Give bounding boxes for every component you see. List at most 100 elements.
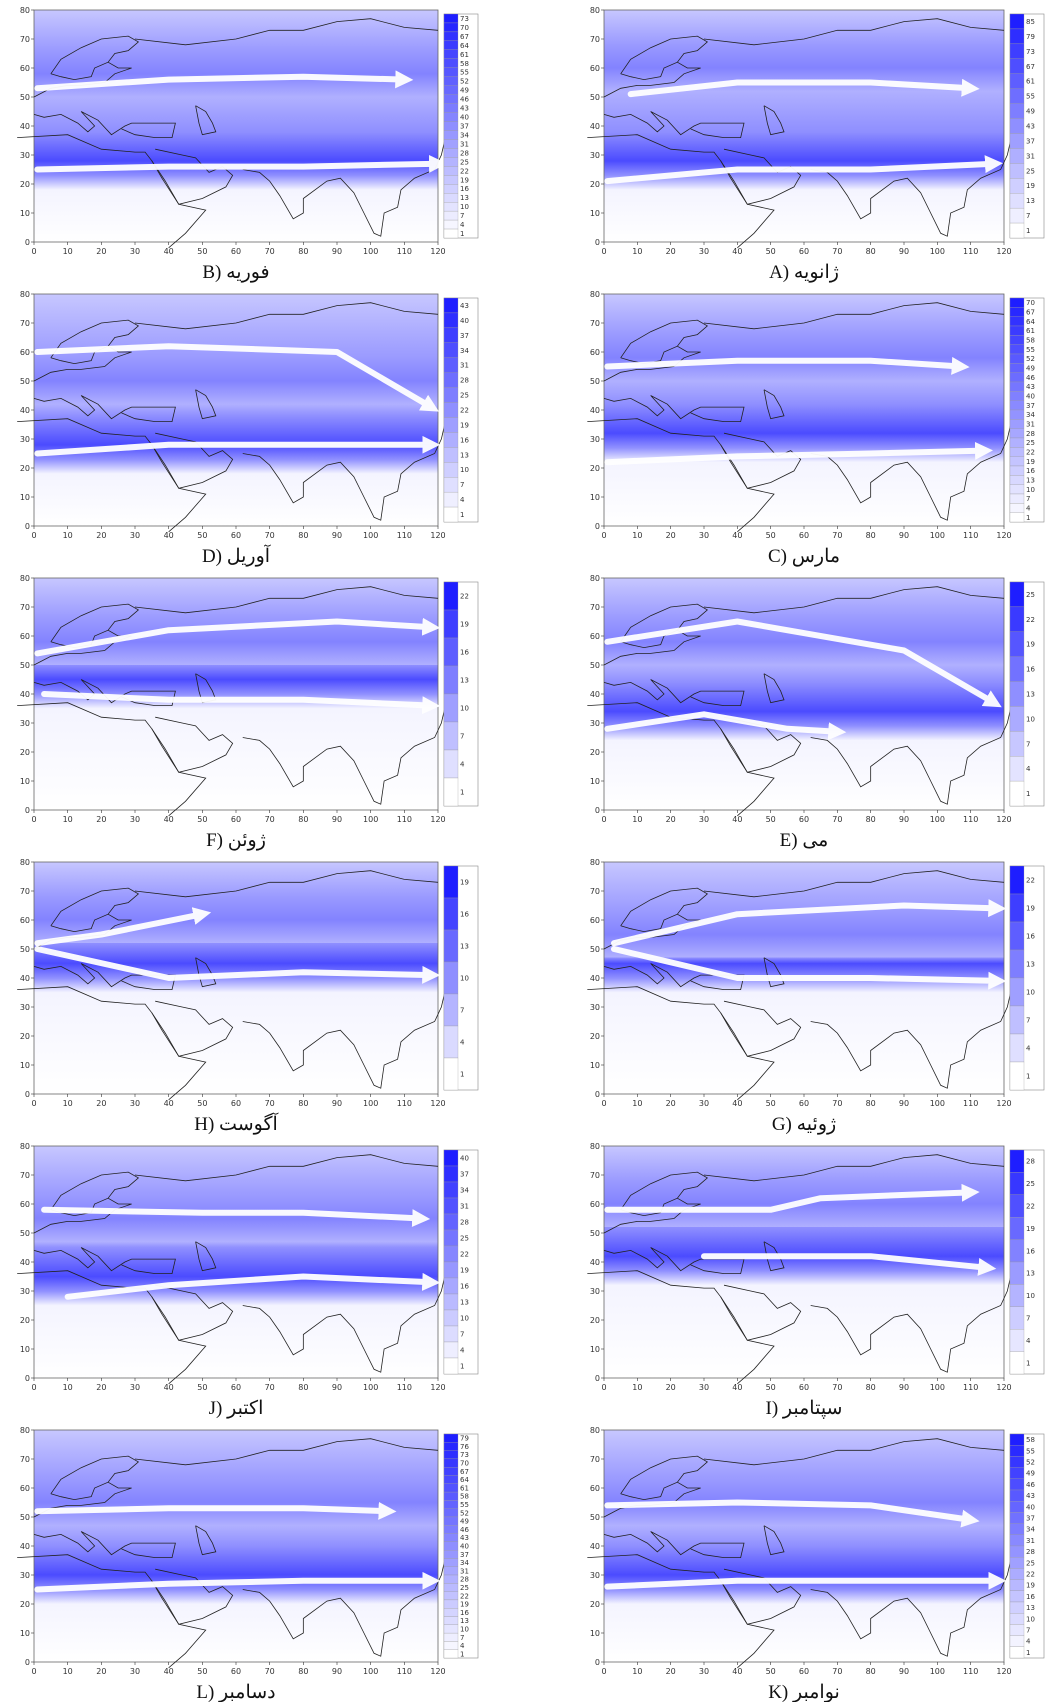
x-tick-label: 40 [164, 247, 174, 256]
y-tick-label: 30 [590, 719, 600, 728]
coastline [33, 679, 176, 706]
colorbar-label: 22 [460, 1251, 469, 1259]
coastline [603, 963, 745, 990]
colorbar-label: 37 [460, 123, 469, 131]
colorbar-label: 10 [460, 1625, 469, 1633]
colorbar-swatch [1009, 1005, 1025, 1035]
colorbar-label: 37 [460, 1551, 469, 1559]
colorbar-swatch [1009, 1635, 1025, 1647]
x-tick-label: 70 [832, 247, 842, 256]
colorbar-label: 13 [460, 451, 469, 459]
y-tick-label: 0 [25, 238, 30, 247]
x-tick-label: 70 [265, 815, 275, 824]
x-tick-label: 10 [632, 247, 642, 256]
y-tick-label: 50 [590, 945, 600, 954]
x-tick-label: 80 [866, 531, 876, 540]
colorbar-swatch [443, 1608, 459, 1617]
y-tick-label: 80 [590, 1142, 600, 1151]
x-tick-label: 10 [632, 1383, 642, 1392]
x-tick-label: 110 [397, 815, 412, 824]
colorbar-label: 37 [1026, 137, 1035, 145]
colorbar-swatch [443, 1475, 459, 1484]
colorbar-swatch [443, 1309, 459, 1327]
colorbar-label: 4 [460, 761, 465, 769]
x-tick-label: 30 [130, 1099, 140, 1108]
x-tick-label: 20 [666, 247, 676, 256]
y-tick-label: 10 [590, 209, 600, 218]
x-tick-label: 20 [666, 1099, 676, 1108]
colorbar-swatch [443, 1616, 459, 1625]
colorbar-swatch [443, 1025, 459, 1059]
y-tick-label: 30 [20, 719, 30, 728]
x-tick-label: 10 [63, 1383, 73, 1392]
y-tick-label: 40 [590, 974, 600, 983]
coastline [33, 1247, 176, 1274]
colorbar-label: 1 [460, 1650, 464, 1658]
colorbar-label: 73 [1026, 48, 1035, 56]
map-panel: 0 10 20 30 40 50 60 70 80 90 100 110 120010203040506… [587, 858, 1045, 1135]
colorbar-label: 37 [460, 332, 469, 340]
colorbar-swatch [443, 184, 459, 194]
colorbar-label: 43 [460, 105, 469, 113]
x-tick-label: 120 [430, 1099, 445, 1108]
map-panel: 0 10 20 30 40 50 60 70 80 90 100 110 120010203040506… [17, 858, 479, 1135]
panel-caption: E) می [780, 830, 829, 851]
coastline [720, 1568, 802, 1625]
y-tick-label: 40 [20, 974, 30, 983]
colorbar-label: 16 [460, 911, 469, 919]
flow-arrow [34, 435, 441, 457]
colorbar-label: 31 [460, 362, 469, 370]
colorbar-swatch [1009, 1501, 1025, 1513]
colorbar-swatch [1009, 512, 1025, 523]
x-tick-label: 50 [197, 247, 207, 256]
y-tick-label: 10 [590, 777, 600, 786]
coastline [603, 395, 745, 423]
colorbar-label: 7 [1026, 1315, 1030, 1323]
colorbar-label: 25 [460, 392, 469, 400]
y-tick-label: 60 [590, 1484, 600, 1493]
coastline [242, 1276, 446, 1373]
colorbar-label: 25 [1026, 1559, 1035, 1567]
x-tick-label: 60 [231, 247, 241, 256]
y-tick-label: 50 [20, 377, 30, 386]
colorbar-label: 7 [1026, 495, 1030, 503]
y-tick-label: 70 [590, 1455, 600, 1464]
colorbar-swatch [443, 112, 459, 122]
coastline [195, 1525, 217, 1556]
x-tick-label: 70 [265, 1383, 275, 1392]
y-tick-label: 20 [20, 748, 30, 757]
colorbar-swatch [443, 1632, 459, 1642]
y-tick-label: 80 [20, 1426, 30, 1435]
colorbar-swatch [443, 372, 459, 388]
y-tick-label: 50 [590, 1229, 600, 1238]
colorbar-label: 79 [1026, 33, 1035, 41]
x-tick-label: 10 [632, 815, 642, 824]
colorbar-swatch [443, 721, 459, 751]
x-tick-label: 90 [899, 1383, 909, 1392]
colorbar-swatch [443, 327, 459, 343]
x-tick-label: 20 [666, 815, 676, 824]
x-tick-label: 20 [96, 1099, 106, 1108]
colorbar-swatch [443, 166, 459, 176]
x-tick-label: 110 [963, 1383, 978, 1392]
colorbar-swatch [443, 130, 459, 140]
x-tick-label: 10 [63, 531, 73, 540]
y-tick-label: 20 [590, 464, 600, 473]
colorbar-swatch [443, 1229, 459, 1247]
x-tick-label: 120 [996, 1667, 1011, 1676]
colorbar-label: 40 [460, 317, 469, 325]
colorbar-swatch [443, 749, 459, 779]
x-tick-label: 70 [832, 1667, 842, 1676]
map-field [603, 9, 1005, 243]
colorbar-swatch [443, 1624, 459, 1634]
y-tick-label: 80 [590, 574, 600, 583]
colorbar-swatch [1009, 344, 1025, 355]
colorbar-swatch [1009, 103, 1025, 119]
y-tick-label: 20 [590, 1600, 600, 1609]
colorbar-label: 34 [1026, 1526, 1035, 1534]
colorbar-label: 22 [460, 407, 469, 415]
colorbar-label: 52 [1026, 1459, 1035, 1467]
coastline [33, 1197, 132, 1234]
colorbar-swatch [1009, 409, 1025, 420]
x-tick-label: 30 [699, 1667, 709, 1676]
